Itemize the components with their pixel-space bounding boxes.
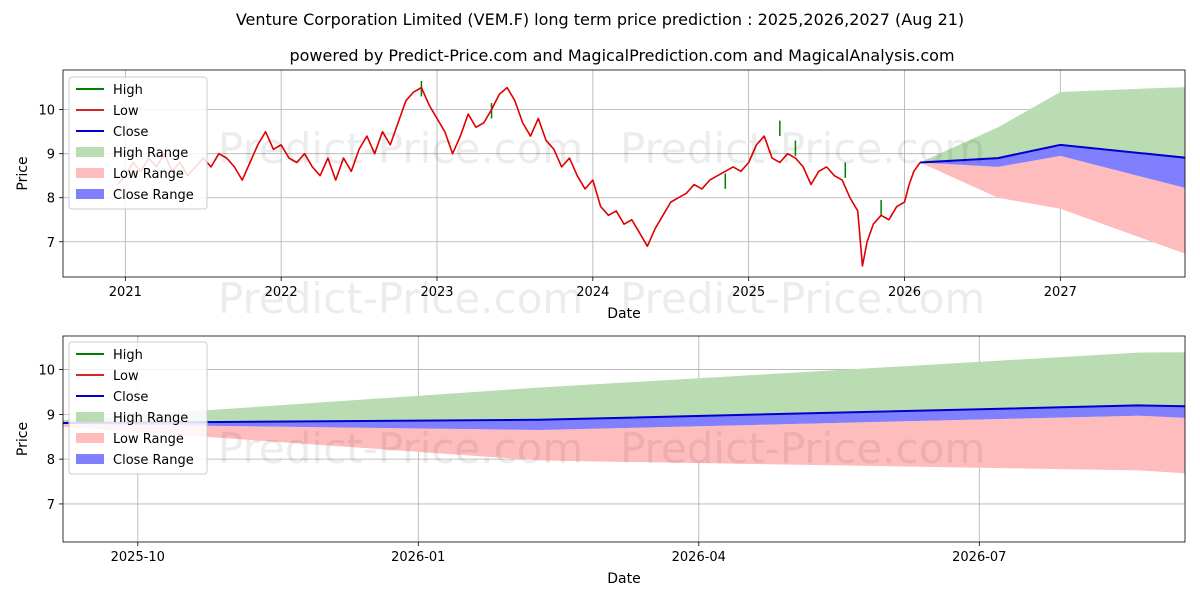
legend-label: High Range <box>113 411 188 426</box>
low-range-area <box>63 415 1185 474</box>
x-axis-label: Date <box>607 571 640 587</box>
watermark-text: Predict-Price.com <box>218 274 583 323</box>
bottom-forecast-panel: Predict-Price.com Predict-Price.com 2025-1… <box>15 335 1186 587</box>
legend-swatch <box>76 454 104 464</box>
x-tick-label: 2026-01 <box>391 550 445 565</box>
y-tick-label: 9 <box>47 148 55 163</box>
x-tick-label: 2027 <box>1044 285 1077 300</box>
high-range-area <box>63 352 1185 424</box>
legend-label: Close <box>113 390 148 405</box>
axes-frame <box>62 69 1186 278</box>
plot-area <box>63 336 1185 542</box>
watermark-text: Predict-Price.com <box>218 124 583 173</box>
legend-label: Low <box>113 104 139 119</box>
x-tick-label: 2024 <box>576 285 609 300</box>
y-tick-label: 8 <box>47 192 55 207</box>
x-tick-label: 2023 <box>420 285 453 300</box>
x-tick-label: 2025 <box>732 285 765 300</box>
close-forecast-line <box>920 143 1185 164</box>
x-axis-label: Date <box>607 306 640 322</box>
legend-swatch <box>76 433 104 443</box>
legend-swatch <box>76 147 104 157</box>
y-tick-label: 7 <box>47 498 55 513</box>
legend-label: Low <box>113 369 139 384</box>
legend: High Low Close High Range Low Range Close Ran… <box>68 341 208 475</box>
y-axis-label: Price <box>15 422 31 456</box>
axes-frame <box>62 335 1186 543</box>
y-tick-label: 9 <box>47 408 55 423</box>
watermark-text: Predict-Price.com <box>218 424 583 473</box>
y-axis-label: Price <box>15 156 31 190</box>
y-tick-label: 10 <box>38 364 55 379</box>
low-range-area <box>920 155 1185 254</box>
y-tick-label: 10 <box>38 104 55 119</box>
chart-title: Venture Corporation Limited (VEM.F) long… <box>236 10 964 29</box>
y-tick-label: 8 <box>47 453 55 468</box>
close-forecast-line <box>63 404 1185 425</box>
watermark-text: Predict-Price.com <box>620 124 985 173</box>
legend-label: High <box>113 348 143 363</box>
legend-label: High <box>113 83 143 98</box>
close-range-area <box>920 144 1185 188</box>
watermark-text: Predict-Price.com <box>620 424 985 473</box>
legend-label: Low Range <box>113 167 184 182</box>
plot-area <box>63 70 1185 277</box>
legend-label: Close <box>113 125 148 140</box>
x-tick-label: 2022 <box>265 285 298 300</box>
legend-label: Close Range <box>113 188 194 203</box>
legend-label: Low Range <box>113 432 184 447</box>
legend: High Low Close High Range Low Range Close Ran… <box>68 76 208 210</box>
x-tick-label: 2025-10 <box>111 550 165 565</box>
x-tick-label: 2026-07 <box>952 550 1006 565</box>
legend-swatch <box>76 189 104 199</box>
chart-subtitle: powered by Predict-Price.com and Magical… <box>289 46 954 65</box>
x-tick-label: 2021 <box>109 285 142 300</box>
top-price-panel: Predict-Price.com Predict-Price.com Predic… <box>15 69 1186 323</box>
low-history-line <box>116 86 921 267</box>
legend-label: High Range <box>113 146 188 161</box>
watermark-text: Predict-Price.com <box>620 274 985 323</box>
high-range-area <box>920 87 1185 163</box>
x-tick-label: 2026 <box>888 285 921 300</box>
legend-swatch <box>76 168 104 178</box>
y-tick-label: 7 <box>47 236 55 251</box>
x-tick-label: 2026-04 <box>672 550 726 565</box>
legend-label: Close Range <box>113 453 194 468</box>
legend-swatch <box>76 412 104 422</box>
